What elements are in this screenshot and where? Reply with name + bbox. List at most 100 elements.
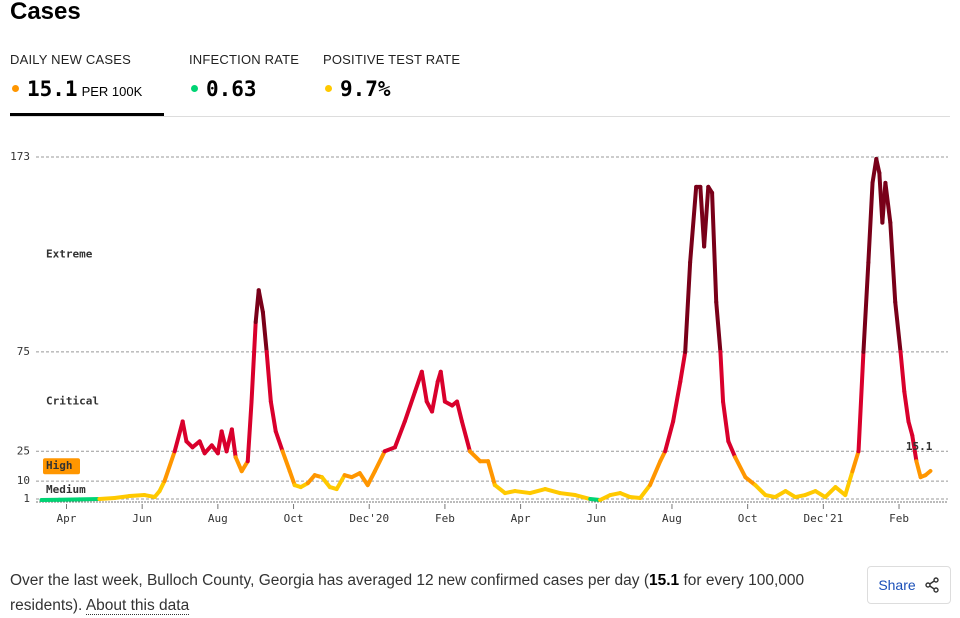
x-tick-label: Jun bbox=[132, 512, 152, 525]
line-segment bbox=[162, 449, 177, 484]
zone-label-bg bbox=[43, 458, 80, 475]
zone-label: Medium bbox=[46, 483, 86, 496]
line-segment bbox=[180, 419, 189, 444]
metric-tab[interactable]: INFECTION RATE 0.63 bbox=[189, 52, 299, 101]
line-segment bbox=[910, 433, 919, 464]
metric-dot bbox=[191, 84, 198, 92]
metric-label: INFECTION RATE bbox=[189, 52, 300, 67]
line-segment bbox=[850, 449, 861, 474]
line-segment bbox=[702, 184, 711, 249]
line-segment bbox=[710, 190, 719, 305]
line-segment bbox=[365, 469, 377, 488]
x-tick-label: Aug bbox=[208, 512, 228, 525]
line-segment bbox=[663, 419, 676, 454]
x-tick-label: Dec'21 bbox=[803, 512, 843, 525]
line-segment bbox=[392, 419, 407, 450]
line-segment bbox=[861, 260, 871, 354]
metric-label: DAILY NEW CASES bbox=[10, 52, 131, 67]
line-segment bbox=[112, 494, 132, 501]
metric-tab[interactable]: DAILY NEW CASES 15.1 PER 100K bbox=[10, 52, 142, 101]
x-tick-label: Aug bbox=[662, 512, 682, 525]
metric-dot bbox=[12, 84, 19, 92]
zone-label-group: High bbox=[43, 458, 80, 475]
zone-label: Critical bbox=[46, 395, 99, 408]
line-segment bbox=[459, 419, 472, 454]
line-segment bbox=[823, 485, 838, 500]
line-segment bbox=[543, 487, 562, 496]
share-icon bbox=[924, 577, 939, 593]
zone-label-group: Extreme bbox=[46, 247, 93, 260]
line-segment bbox=[671, 379, 683, 424]
line-segment bbox=[264, 349, 273, 404]
line-segment bbox=[438, 369, 447, 404]
y-tick-label: 173 bbox=[10, 150, 30, 163]
line-segment bbox=[233, 455, 244, 474]
x-tick-label: Dec'20 bbox=[349, 512, 389, 525]
line-segment bbox=[866, 180, 875, 265]
zone-label: High bbox=[46, 459, 73, 472]
line-segment bbox=[856, 349, 866, 454]
line-segment bbox=[718, 349, 726, 404]
summary-text: Over the last week, Bulloch County, Geor… bbox=[10, 572, 649, 589]
x-tick-label: Oct bbox=[738, 512, 758, 525]
line-segment bbox=[557, 491, 578, 498]
line-segment bbox=[229, 427, 238, 460]
line-segment bbox=[256, 288, 265, 315]
line-segment bbox=[883, 180, 893, 225]
last-value-label: 15.1 bbox=[906, 440, 933, 453]
metric-dot bbox=[325, 84, 332, 92]
line-segment bbox=[430, 379, 440, 414]
line-segment bbox=[273, 429, 285, 454]
tab-underline bbox=[10, 113, 164, 116]
line-segment bbox=[843, 469, 855, 498]
line-segment bbox=[914, 459, 923, 480]
line-segment bbox=[683, 260, 693, 354]
metric-label: POSITIVE TEST RATE bbox=[323, 52, 461, 67]
line-segment bbox=[249, 320, 258, 404]
page-title: Cases bbox=[10, 0, 81, 25]
about-link[interactable]: About this data bbox=[85, 597, 190, 615]
summary-value: 15.1 bbox=[649, 572, 680, 589]
line-segment bbox=[127, 493, 147, 499]
line-segment bbox=[492, 483, 508, 496]
share-button[interactable]: Share bbox=[867, 566, 951, 604]
line-segment bbox=[260, 310, 269, 354]
line-segment bbox=[898, 349, 907, 394]
line-segment bbox=[648, 459, 663, 488]
x-tick-label: Apr bbox=[57, 512, 77, 525]
line-segment bbox=[888, 220, 898, 305]
y-tick-label: 1 bbox=[23, 492, 30, 505]
zone-label-group: Critical bbox=[46, 395, 99, 408]
line-segment bbox=[573, 493, 593, 502]
line-segment bbox=[688, 184, 699, 265]
line-segment bbox=[467, 449, 483, 464]
share-label: Share bbox=[878, 577, 916, 593]
summary-text: for every 100,000 residents). bbox=[10, 572, 805, 614]
line-segment bbox=[419, 369, 429, 404]
line-segment bbox=[372, 449, 387, 474]
zone-label-group: Medium bbox=[46, 483, 86, 496]
x-tick-label: Apr bbox=[511, 512, 531, 525]
line-segment bbox=[721, 399, 731, 444]
line-segment bbox=[753, 483, 768, 498]
line-segment bbox=[528, 487, 548, 496]
x-tick-label: Feb bbox=[889, 512, 909, 525]
line-segment bbox=[280, 449, 292, 474]
metric-value: 15.1 bbox=[27, 77, 78, 101]
x-tick-label: Oct bbox=[284, 512, 304, 525]
line-segment bbox=[638, 483, 653, 501]
line-segment bbox=[923, 468, 933, 478]
y-tick-label: 75 bbox=[17, 345, 30, 358]
zone-label: Extreme bbox=[46, 247, 93, 260]
line-segment bbox=[678, 349, 688, 384]
line-segment bbox=[714, 300, 723, 354]
line-segment bbox=[874, 156, 882, 175]
metric-tab[interactable]: POSITIVE TEST RATE 9.7% bbox=[323, 52, 460, 101]
line-segment bbox=[743, 475, 758, 488]
y-tick-label: 10 bbox=[17, 474, 30, 487]
line-segment bbox=[486, 459, 497, 488]
line-segment bbox=[319, 475, 332, 490]
line-segment bbox=[402, 389, 418, 424]
line-segment bbox=[455, 399, 464, 424]
